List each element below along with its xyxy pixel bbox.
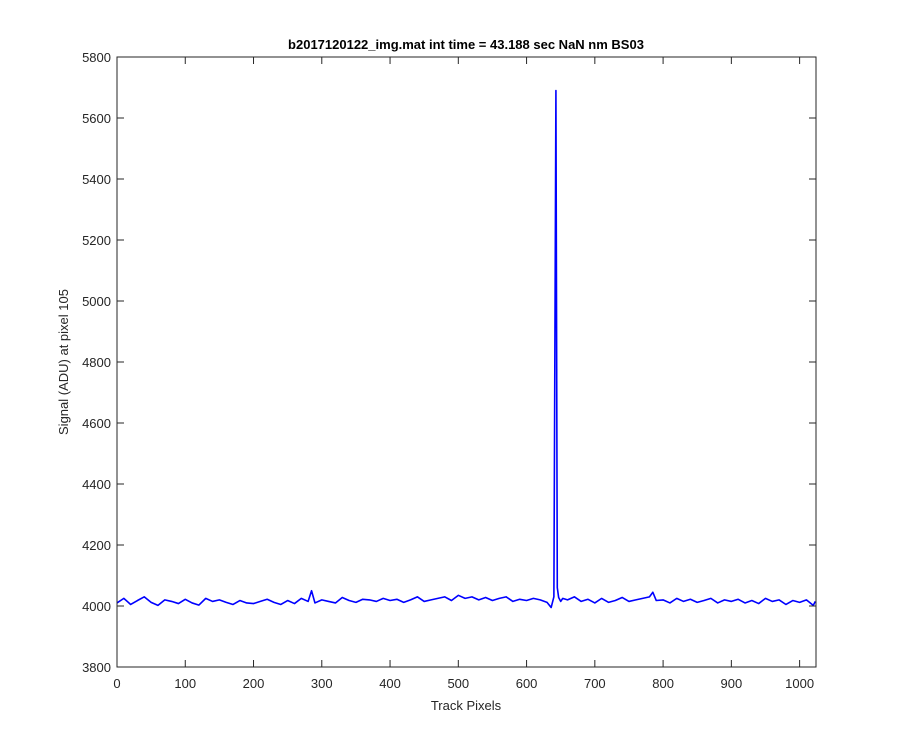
x-tick-label: 500 — [447, 676, 469, 691]
x-tick-label: 200 — [243, 676, 265, 691]
x-tick-label: 0 — [113, 676, 120, 691]
y-tick-label: 5800 — [82, 50, 111, 65]
plot-area — [117, 57, 816, 667]
series-line-0 — [116, 89, 817, 609]
y-tick-label: 5200 — [82, 233, 111, 248]
x-tick-label: 700 — [584, 676, 606, 691]
y-tick-label: 5000 — [82, 294, 111, 309]
x-tick-label: 100 — [174, 676, 196, 691]
x-tick-label: 1000 — [785, 676, 814, 691]
y-tick-label: 4200 — [82, 538, 111, 553]
axes-layer: 0 100 200 300 400 500 600 700 800 900 1000 3800 4000… — [82, 50, 817, 691]
y-tick-label: 3800 — [82, 660, 111, 675]
y-axis-label: Signal (ADU) at pixel 105 — [56, 289, 71, 435]
x-tick-label: 400 — [379, 676, 401, 691]
x-axis-label: Track Pixels — [431, 698, 502, 713]
x-tick-label: 600 — [516, 676, 538, 691]
x-tick-label: 300 — [311, 676, 333, 691]
y-tick-label: 4400 — [82, 477, 111, 492]
x-tick-label: 800 — [652, 676, 674, 691]
y-tick-label: 5600 — [82, 111, 111, 126]
y-tick-label: 4000 — [82, 599, 111, 614]
data-layer — [116, 89, 817, 609]
y-tick-label: 4600 — [82, 416, 111, 431]
y-tick-label: 5400 — [82, 172, 111, 187]
y-tick-label: 4800 — [82, 355, 111, 370]
x-tick-label: 900 — [721, 676, 743, 691]
chart-title: b2017120122_img.mat int time = 43.188 se… — [288, 37, 644, 52]
